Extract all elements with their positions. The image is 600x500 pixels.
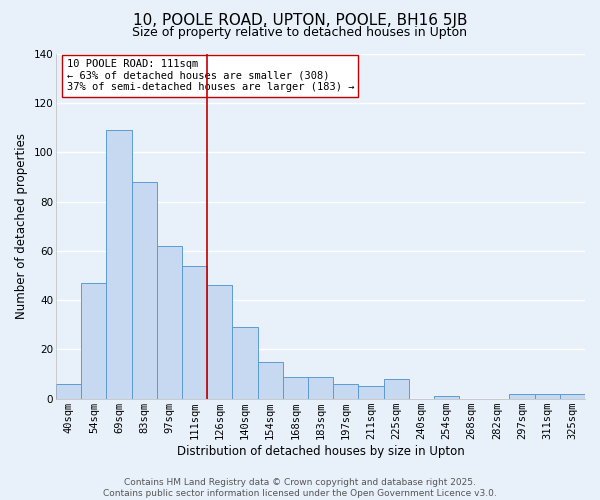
Bar <box>333 384 358 398</box>
Bar <box>383 379 409 398</box>
Bar <box>283 376 308 398</box>
X-axis label: Distribution of detached houses by size in Upton: Distribution of detached houses by size … <box>176 444 464 458</box>
Text: 10, POOLE ROAD, UPTON, POOLE, BH16 5JB: 10, POOLE ROAD, UPTON, POOLE, BH16 5JB <box>133 12 467 28</box>
Bar <box>535 394 560 398</box>
Bar <box>509 394 535 398</box>
Bar <box>157 246 182 398</box>
Y-axis label: Number of detached properties: Number of detached properties <box>15 134 28 320</box>
Bar <box>358 386 383 398</box>
Text: Contains HM Land Registry data © Crown copyright and database right 2025.
Contai: Contains HM Land Registry data © Crown c… <box>103 478 497 498</box>
Text: Size of property relative to detached houses in Upton: Size of property relative to detached ho… <box>133 26 467 39</box>
Bar <box>257 362 283 399</box>
Bar <box>560 394 585 398</box>
Bar <box>56 384 81 398</box>
Text: 10 POOLE ROAD: 111sqm
← 63% of detached houses are smaller (308)
37% of semi-det: 10 POOLE ROAD: 111sqm ← 63% of detached … <box>67 59 354 92</box>
Bar <box>232 328 257 398</box>
Bar <box>308 376 333 398</box>
Bar <box>106 130 131 398</box>
Bar <box>81 283 106 399</box>
Bar <box>131 182 157 398</box>
Bar <box>182 266 207 398</box>
Bar <box>434 396 459 398</box>
Bar <box>207 286 232 399</box>
